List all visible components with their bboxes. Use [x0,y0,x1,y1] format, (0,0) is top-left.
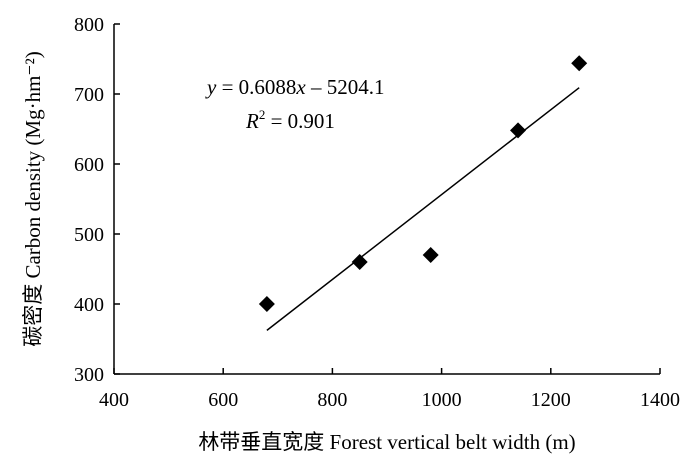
data-point-diamond [422,247,439,263]
data-points [258,55,588,312]
x-tick-label: 1200 [531,389,571,411]
data-point-diamond [351,254,368,270]
y-tick-label: 300 [74,364,104,386]
y-tick-label: 800 [74,14,104,36]
r-squared-sup: 2 [259,107,266,122]
r-squared-label: R2 = 0.901 [245,107,335,133]
x-tick-label: 800 [317,389,347,411]
y-tick-label: 400 [74,294,104,316]
data-point-diamond [510,122,527,139]
y-ticks: 300 400 500 600 700 800 [74,14,120,386]
plot-area: 300 400 500 600 700 800 400 600 800 1000 1200 1400 [74,14,680,411]
x-tick-label: 600 [208,389,238,411]
equation-slope: = 0.6088 [216,75,296,99]
r-squared-value: = 0.901 [265,109,335,133]
x-ticks: 400 600 800 1000 1200 1400 [99,368,680,411]
x-tick-label: 1000 [422,389,462,411]
x-axis-title: 林带垂直宽度 Forest vertical belt width (m) [198,430,575,454]
equation-intercept: – 5204.1 [306,75,385,99]
equation-y-var: y [205,75,217,99]
y-tick-label: 700 [74,84,104,106]
x-tick-label: 400 [99,389,129,411]
y-tick-label: 600 [74,154,104,176]
x-tick-label: 1400 [640,389,680,411]
r-squared-R: R [245,109,259,133]
trend-line [266,87,580,331]
data-point-diamond [571,55,588,72]
data-point-diamond [258,296,275,312]
y-tick-label: 500 [74,224,104,246]
y-axis-title: 碳密度 Carbon density (Mg·hm⁻²) [21,51,45,347]
regression-equation: y = 0.6088x – 5204.1 [205,75,385,99]
equation-x-var: x [295,75,306,99]
